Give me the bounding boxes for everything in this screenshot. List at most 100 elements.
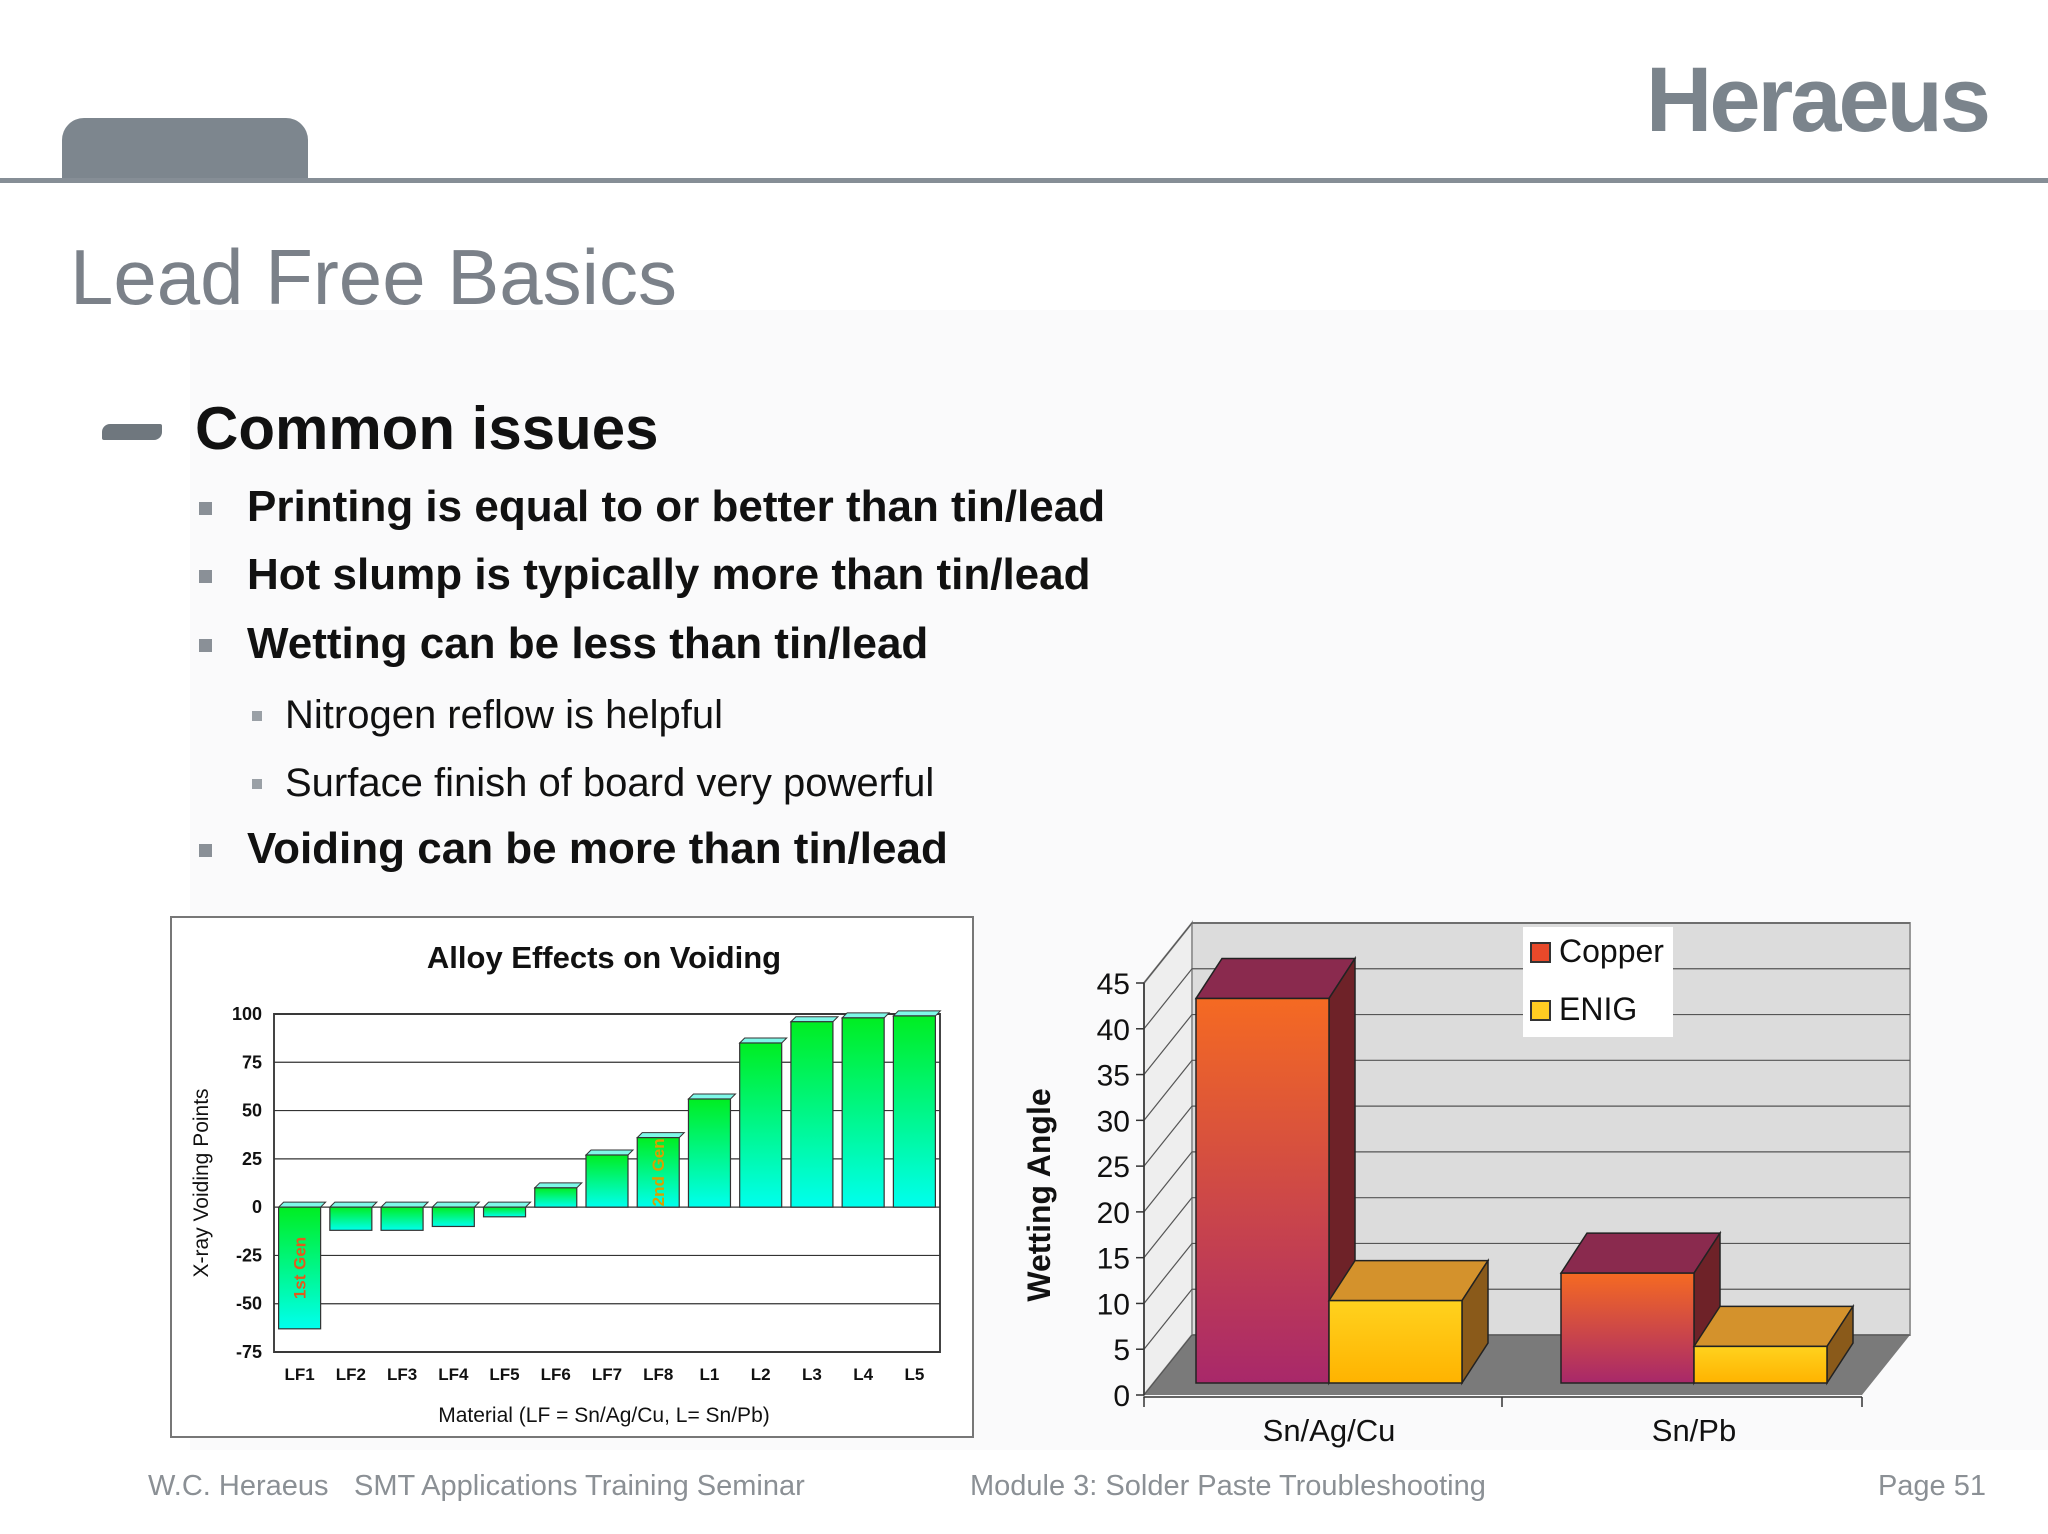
bar-top-face — [687, 1093, 737, 1100]
gridline — [1143, 1334, 1193, 1396]
y-tick-label: -25 — [236, 1245, 262, 1265]
y-tick-label: 0 — [1113, 1380, 1130, 1413]
y-tick-label: 25 — [242, 1149, 262, 1169]
footer-seminar: SMT Applications Training Seminar — [354, 1470, 805, 1502]
legend-swatch — [1530, 942, 1551, 963]
voiding-bar — [892, 1015, 936, 1208]
bar-top-face — [1559, 1232, 1722, 1274]
y-tick-label: 0 — [252, 1197, 262, 1217]
voiding-bar — [790, 1021, 834, 1208]
gridline — [1143, 1059, 1193, 1121]
gridline — [1143, 922, 1193, 984]
y-tick-label: 100 — [232, 1004, 262, 1024]
y-tick-label: 35 — [1097, 1060, 1130, 1093]
bar-top-face — [738, 1037, 788, 1044]
wetting-chart: 0 5 10 15 20 25 30 35 40 45 Sn/Ag/Cu Sn/Pb Wetting A… — [1021, 920, 1911, 1448]
chart-title: Alloy Effects on Voiding — [427, 940, 781, 975]
y-tick-label: 40 — [1097, 1014, 1130, 1047]
x-tick-label: L3 — [802, 1365, 822, 1384]
heading-dash-marker — [102, 424, 162, 440]
footer-company: W.C. Heraeus — [148, 1470, 329, 1502]
x-tick-label: L5 — [904, 1365, 924, 1384]
bullet-marker — [199, 639, 212, 652]
x-tick-label: LF5 — [489, 1365, 519, 1384]
bar-top-face — [584, 1149, 635, 1156]
x-tick-label: LF3 — [387, 1365, 417, 1384]
bar-top-face — [1692, 1305, 1855, 1348]
x-tick-label: Sn/Ag/Cu — [1263, 1413, 1396, 1448]
gridline — [1143, 1197, 1193, 1259]
legend-label: Copper — [1559, 933, 1664, 969]
bar-top-face — [1194, 957, 1357, 1000]
gridline — [1143, 1105, 1193, 1167]
bullet-item: Voiding can be more than tin/lead — [247, 824, 948, 873]
gridline — [1143, 968, 1193, 1030]
y-tick-label: 20 — [1097, 1197, 1130, 1230]
gridline — [1143, 1014, 1193, 1075]
wetting-bar — [1693, 1345, 1828, 1384]
bar-top-face — [892, 1010, 942, 1017]
bullet-marker — [199, 844, 212, 857]
gridline — [1143, 1151, 1193, 1213]
voiding-bar — [739, 1042, 783, 1208]
header-tab-decoration — [62, 118, 308, 180]
gridline — [1143, 1243, 1193, 1304]
x-tick-label: LF8 — [643, 1365, 673, 1384]
x-tick-label: Sn/Pb — [1652, 1413, 1736, 1448]
y-tick-label: -75 — [236, 1342, 262, 1362]
bullet-marker — [199, 570, 212, 583]
voiding-chart-frame: Alloy Effects on Voiding 100 75 50 25 0 -25 -50… — [170, 916, 974, 1438]
bar-annotation: 2nd Gen — [649, 1138, 668, 1206]
voiding-bar — [482, 1206, 527, 1218]
sub-bullet-item: Surface finish of board very powerful — [285, 761, 935, 805]
bar-annotation: 1st Gen — [291, 1237, 310, 1299]
wetting-bar — [1560, 1272, 1695, 1384]
y-axis-label: X-ray Voiding Points — [190, 1088, 213, 1277]
voiding-chart: Alloy Effects on Voiding 100 75 50 25 0 -25 -50… — [190, 940, 942, 1427]
side-wall — [1143, 920, 1193, 1398]
x-axis-label: Material (LF = Sn/Ag/Cu, L= Sn/Pb) — [438, 1404, 770, 1427]
y-tick-label: 75 — [242, 1052, 262, 1072]
bar-top-face — [328, 1201, 379, 1208]
voiding-bar — [585, 1154, 629, 1208]
heraeus-logo: Heraeus — [1645, 49, 1991, 151]
y-tick-label: 25 — [1097, 1151, 1130, 1184]
x-tick-label: LF7 — [592, 1365, 622, 1384]
bar-top-face — [379, 1201, 430, 1208]
bar-top-face — [636, 1132, 686, 1139]
x-tick-label: LF4 — [438, 1365, 469, 1384]
voiding-bar — [636, 1137, 680, 1208]
y-axis-label: Wetting Angle — [1021, 1088, 1057, 1301]
legend-swatch — [1530, 1000, 1551, 1021]
x-tick-label: LF6 — [541, 1365, 571, 1384]
voiding-bar — [278, 1206, 322, 1330]
bar-top-face — [840, 1012, 891, 1019]
wetting-bar — [1195, 997, 1330, 1384]
voiding-bar — [841, 1017, 885, 1208]
x-tick-label: L2 — [751, 1365, 771, 1384]
footer-module: Module 3: Solder Paste Troubleshooting — [970, 1470, 1486, 1502]
footer-page-number: Page 51 — [1877, 1470, 1986, 1502]
y-tick-label: 10 — [1097, 1288, 1130, 1321]
voiding-bar — [687, 1098, 732, 1208]
sub-bullet-marker — [252, 711, 262, 721]
x-tick-label: L1 — [700, 1365, 720, 1384]
slide-title: Lead Free Basics — [70, 233, 677, 321]
x-tick-label: L4 — [853, 1365, 873, 1384]
y-tick-label: 5 — [1113, 1334, 1130, 1367]
legend-label: ENIG — [1559, 991, 1637, 1027]
bullet-marker — [199, 502, 212, 515]
voiding-bar — [534, 1187, 578, 1208]
bullet-item: Printing is equal to or better than tin/… — [247, 482, 1106, 531]
bar-top-face — [789, 1016, 840, 1023]
gridline — [1143, 1288, 1193, 1350]
header-divider — [0, 178, 2048, 183]
y-tick-label: 15 — [1097, 1243, 1130, 1276]
wetting-bar — [1328, 1299, 1463, 1384]
bar-top-face — [533, 1182, 583, 1189]
voiding-bar — [431, 1206, 475, 1228]
x-tick-label: LF1 — [284, 1365, 314, 1384]
sub-bullet-marker — [252, 779, 262, 789]
bar-top-face — [1327, 1259, 1490, 1302]
sub-bullet-item: Nitrogen reflow is helpful — [285, 693, 723, 737]
